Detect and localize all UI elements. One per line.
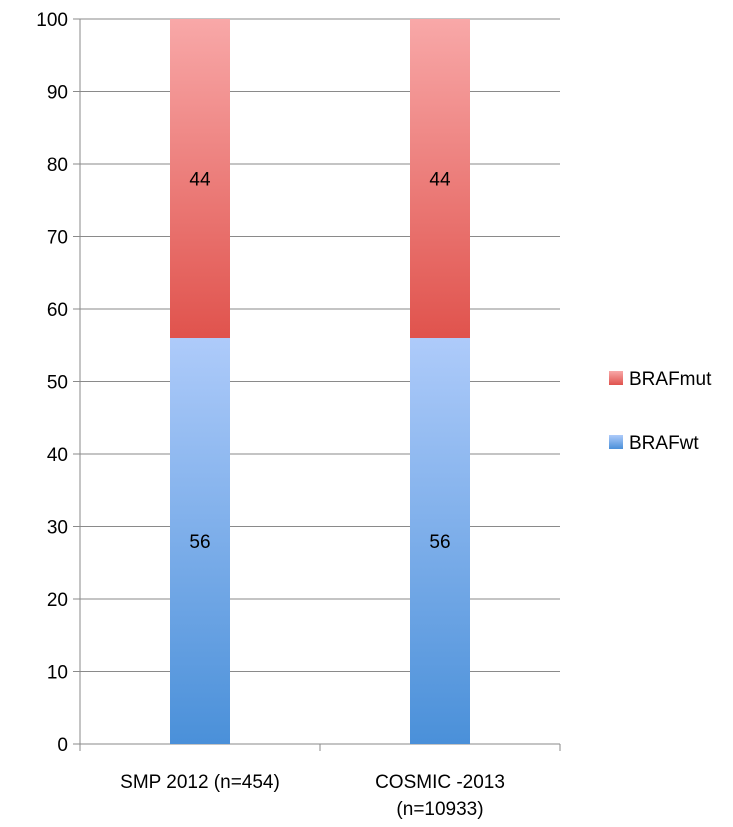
legend-label-brafwt: BRAFwt xyxy=(629,433,699,454)
bar-brafmut-1 xyxy=(410,19,470,338)
legend-label-brafmut: BRAFmut xyxy=(629,369,712,390)
data-label: 44 xyxy=(189,170,211,191)
y-tick-label: 30 xyxy=(47,518,68,539)
axes: 0 10 20 30 40 50 60 70 80 90 100 xyxy=(36,10,561,756)
bars xyxy=(170,19,470,744)
y-tick-label: 70 xyxy=(47,228,68,249)
y-tick-label: 100 xyxy=(36,10,68,31)
legend-swatch-brafwt xyxy=(609,435,623,449)
bar-brafwt-0 xyxy=(170,338,230,744)
x-tick-label: COSMIC -2013 xyxy=(375,772,505,793)
legend: BRAFmut BRAFwt xyxy=(609,369,712,454)
data-label: 44 xyxy=(429,170,451,191)
bar-brafwt-1 xyxy=(410,338,470,744)
legend-swatch-brafmut xyxy=(609,371,623,385)
y-tick-label: 90 xyxy=(47,83,68,104)
bar-brafmut-0 xyxy=(170,19,230,338)
data-label: 56 xyxy=(189,532,210,553)
y-tick-label: 20 xyxy=(47,590,68,611)
labels: 56 44 SMP 2012 (n=454) 56 44 COSMIC -2013 (n=1… xyxy=(120,170,505,821)
y-tick-label: 60 xyxy=(47,300,68,321)
y-tick-label: 10 xyxy=(47,663,68,684)
y-tick-label: 50 xyxy=(47,373,68,394)
data-label: 56 xyxy=(429,532,450,553)
y-tick-label: 80 xyxy=(47,155,68,176)
x-tick-label: (n=10933) xyxy=(396,799,483,820)
y-tick-label: 40 xyxy=(47,445,68,466)
gridlines xyxy=(80,18,560,672)
y-tick-label: 0 xyxy=(57,735,68,756)
x-tick-label: SMP 2012 (n=454) xyxy=(120,772,280,793)
